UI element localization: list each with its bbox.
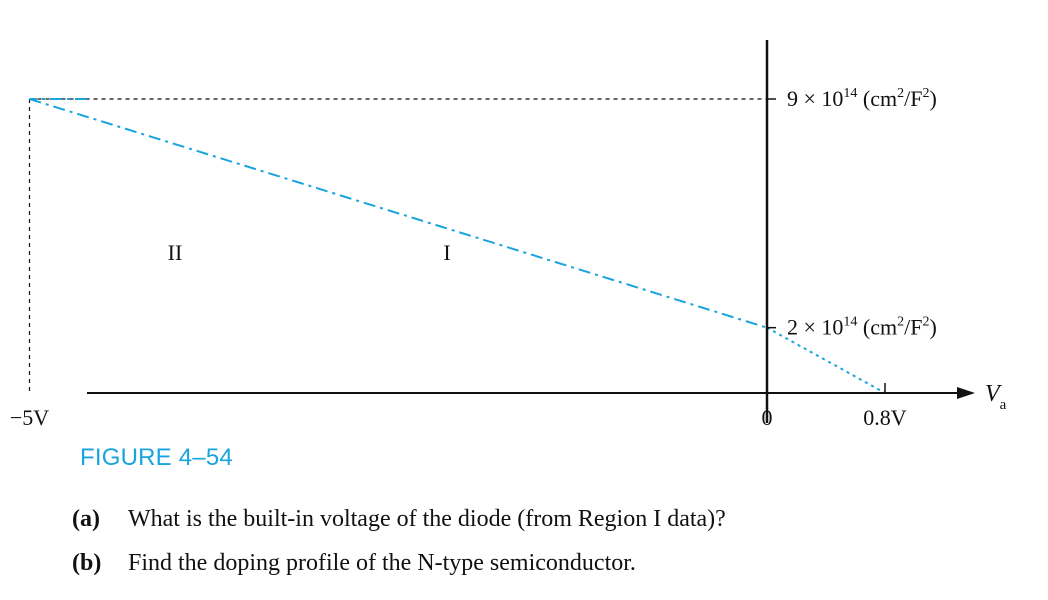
c-v-plot: 9 × 1014 (cm2/F2) 2 × 1014 (cm2/F2) −5V 0 0.… [10, 40, 1007, 430]
question-b-text: Find the doping profile of the N-type se… [128, 550, 636, 576]
x-axis-arrow [957, 387, 975, 399]
question-b: (b) Find the doping profile of the N-type… [72, 550, 636, 577]
question-a-label: (a) [72, 506, 100, 532]
question-a-text: What is the built-in voltage of the diod… [128, 506, 726, 532]
y-tick-label-0: 9 × 1014 (cm2/F2) [787, 86, 937, 111]
region-label-ii: II [168, 240, 183, 265]
x-tick-label-0: −5V [10, 405, 49, 430]
question-a: (a) What is the built-in voltage of the d… [72, 506, 726, 533]
series-extrapolation-segment [766, 326, 886, 394]
region-label-i: I [443, 240, 450, 265]
series-region-i-segment [29, 98, 768, 329]
y-tick-label-1: 2 × 1014 (cm2/F2) [787, 315, 937, 340]
question-b-label: (b) [72, 550, 102, 576]
x-tick-label-1: 0 [762, 405, 773, 430]
x-tick-label-2: 0.8V [863, 405, 907, 430]
x-axis-label: Va [985, 381, 1007, 413]
figure-label: FIGURE 4–54 [80, 444, 233, 471]
